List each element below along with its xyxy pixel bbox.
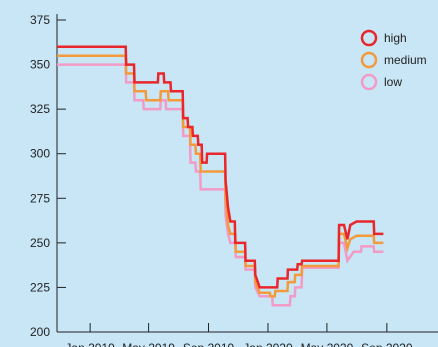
legend-label-high: high <box>384 31 407 45</box>
x-tick-label: Jan 2019 <box>65 341 115 347</box>
y-tick-label: 225 <box>30 280 50 294</box>
legend-marker-low <box>360 73 378 91</box>
x-tick-label: May 2019 <box>122 341 175 347</box>
y-tick-label: 325 <box>30 102 50 116</box>
legend-label-medium: medium <box>384 53 427 67</box>
series-lines <box>57 45 384 307</box>
x-tick-label: May 2020 <box>301 341 354 347</box>
legend-marker-high <box>360 29 378 47</box>
axes: 200 225 250 275 300 325 350 375 Jan 2019 May 2019… <box>30 13 438 347</box>
x-tick-label: Sep 2019 <box>183 341 235 347</box>
y-tick-label: 275 <box>30 191 50 205</box>
legend-marker-medium <box>360 51 378 69</box>
series-line-high <box>57 45 384 289</box>
y-tick-label: 200 <box>30 325 50 339</box>
series-line-medium <box>57 54 384 298</box>
legend-label-low: low <box>384 75 402 89</box>
y-tick-label: 300 <box>30 147 50 161</box>
y-tick-label: 350 <box>30 58 50 72</box>
y-tick-label: 375 <box>30 13 50 27</box>
y-tick-label: 250 <box>30 236 50 250</box>
x-tick-label: Sep 2020 <box>361 341 413 347</box>
legend: high medium low <box>360 29 427 91</box>
x-tick-label: Jan 2020 <box>243 341 293 347</box>
